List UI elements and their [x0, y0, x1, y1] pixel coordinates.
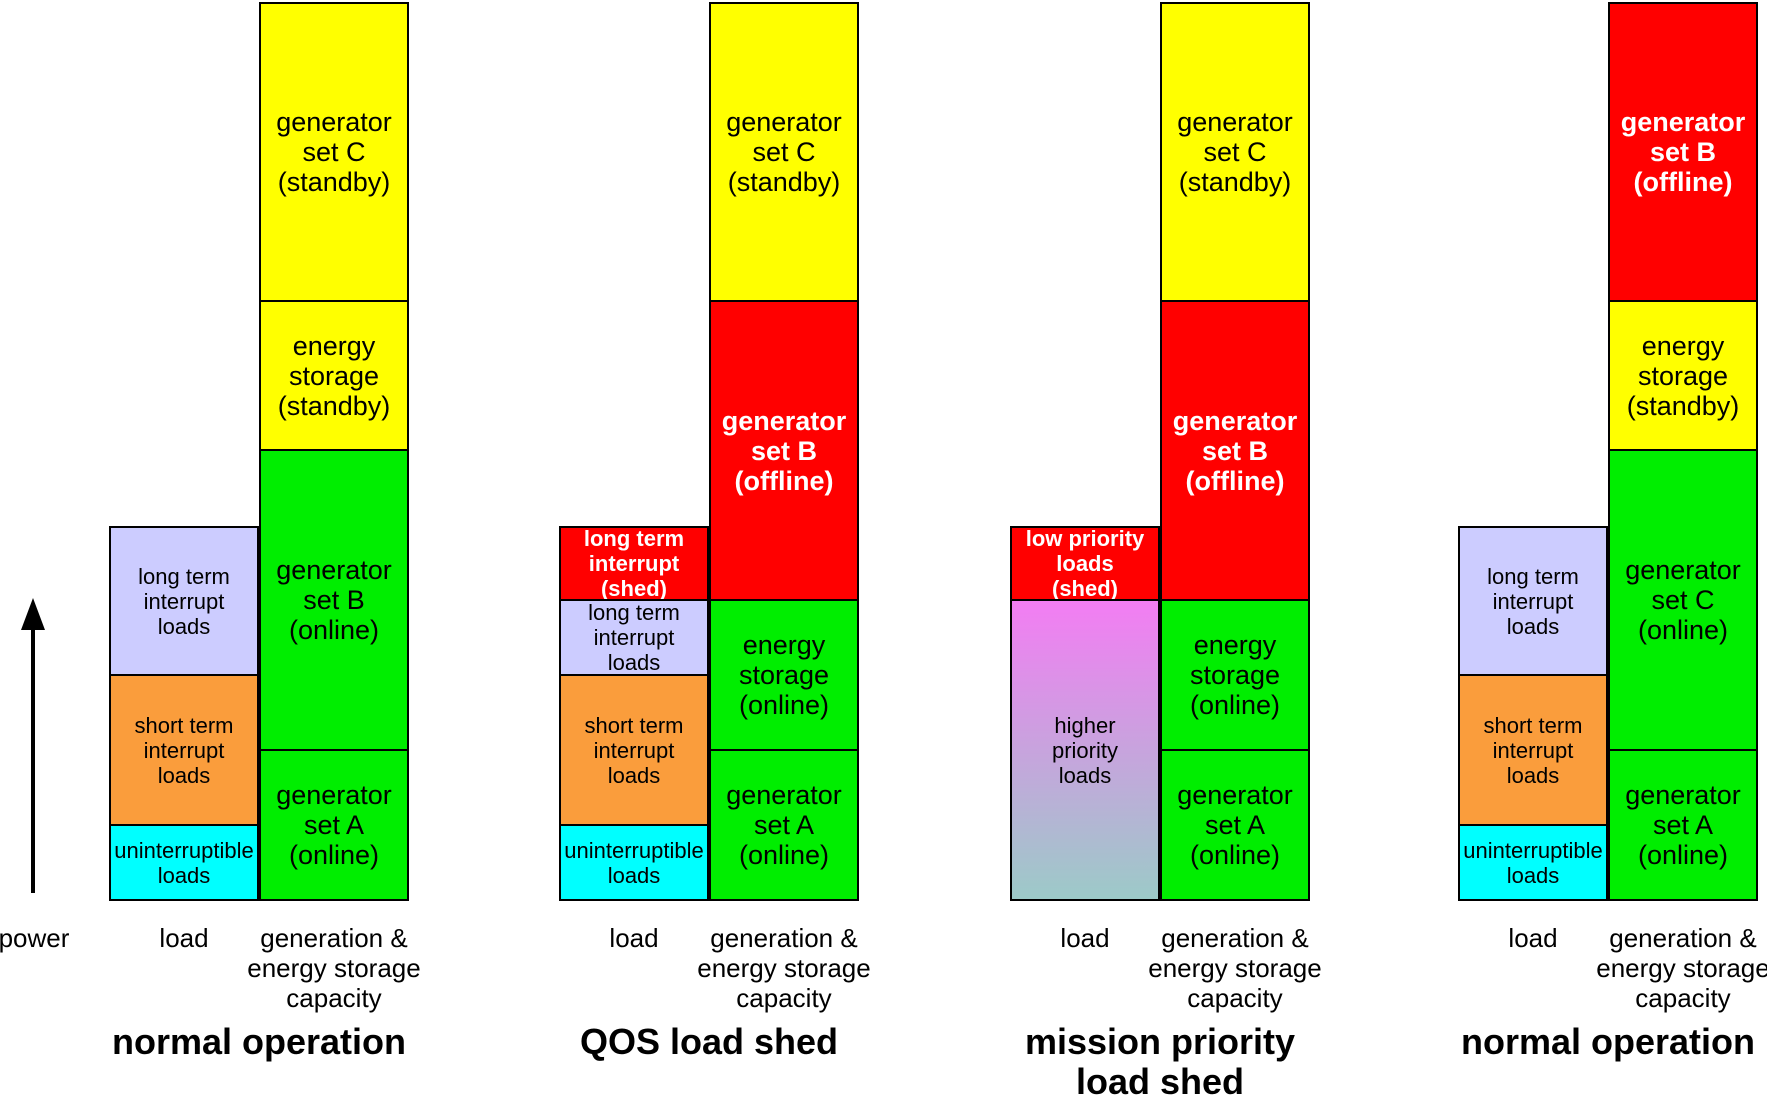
panel-title: normal operation: [111, 1021, 407, 1062]
load-bar-segment: long term interrupt loads: [559, 599, 709, 676]
capacity-caption: generation & energy storage capacity: [697, 923, 871, 1013]
capacity-bar-segment: generator set C (online): [1608, 449, 1758, 751]
load-caption: load: [1060, 923, 1110, 953]
load-bar-segment: long term interrupt loads: [1458, 526, 1608, 676]
capacity-bar-segment: energy storage (online): [709, 599, 859, 751]
panel-title: QOS load shed: [579, 1021, 839, 1062]
load-caption: load: [609, 923, 659, 953]
power-axis-label: power: [0, 923, 70, 953]
capacity-caption: generation & energy storage capacity: [1148, 923, 1322, 1013]
capacity-bar-segment: generator set A (online): [709, 749, 859, 901]
load-caption: load: [159, 923, 209, 953]
capacity-bar-segment: generator set B (offline): [709, 300, 859, 602]
load-bar-segment: long term interrupt (shed): [559, 526, 709, 601]
capacity-bar-segment: generator set B (offline): [1608, 2, 1758, 302]
power-arrow-up-icon: [21, 598, 45, 630]
load-bar-segment: uninterruptible loads: [109, 824, 259, 901]
capacity-caption: generation & energy storage capacity: [1596, 923, 1767, 1013]
capacity-bar-segment: energy storage (standby): [1608, 300, 1758, 452]
load-bar-segment: higher priority loads: [1010, 599, 1160, 901]
load-bar-segment: short term interrupt loads: [109, 674, 259, 826]
capacity-bar-segment: generator set C (standby): [709, 2, 859, 302]
capacity-bar-segment: generator set C (standby): [259, 2, 409, 302]
panel-title: mission priority load shed: [1024, 1021, 1296, 1099]
load-bar-segment: short term interrupt loads: [1458, 674, 1608, 826]
capacity-bar-segment: energy storage (standby): [259, 300, 409, 452]
panel-title: normal operation: [1460, 1021, 1756, 1062]
capacity-bar-segment: generator set B (offline): [1160, 300, 1310, 602]
capacity-bar-segment: generator set C (standby): [1160, 2, 1310, 302]
capacity-bar-segment: generator set A (online): [1160, 749, 1310, 901]
capacity-bar-segment: generator set A (online): [259, 749, 409, 901]
load-bar-segment: uninterruptible loads: [1458, 824, 1608, 901]
load-bar-segment: long term interrupt loads: [109, 526, 259, 676]
capacity-caption: generation & energy storage capacity: [247, 923, 421, 1013]
load-bar-segment: low priority loads (shed): [1010, 526, 1160, 601]
load-caption: load: [1508, 923, 1558, 953]
power-arrow-line: [31, 628, 35, 893]
capacity-bar-segment: generator set A (online): [1608, 749, 1758, 901]
load-bar-segment: short term interrupt loads: [559, 674, 709, 826]
capacity-bar-segment: generator set B (online): [259, 449, 409, 751]
capacity-bar-segment: energy storage (online): [1160, 599, 1310, 751]
load-bar-segment: uninterruptible loads: [559, 824, 709, 901]
